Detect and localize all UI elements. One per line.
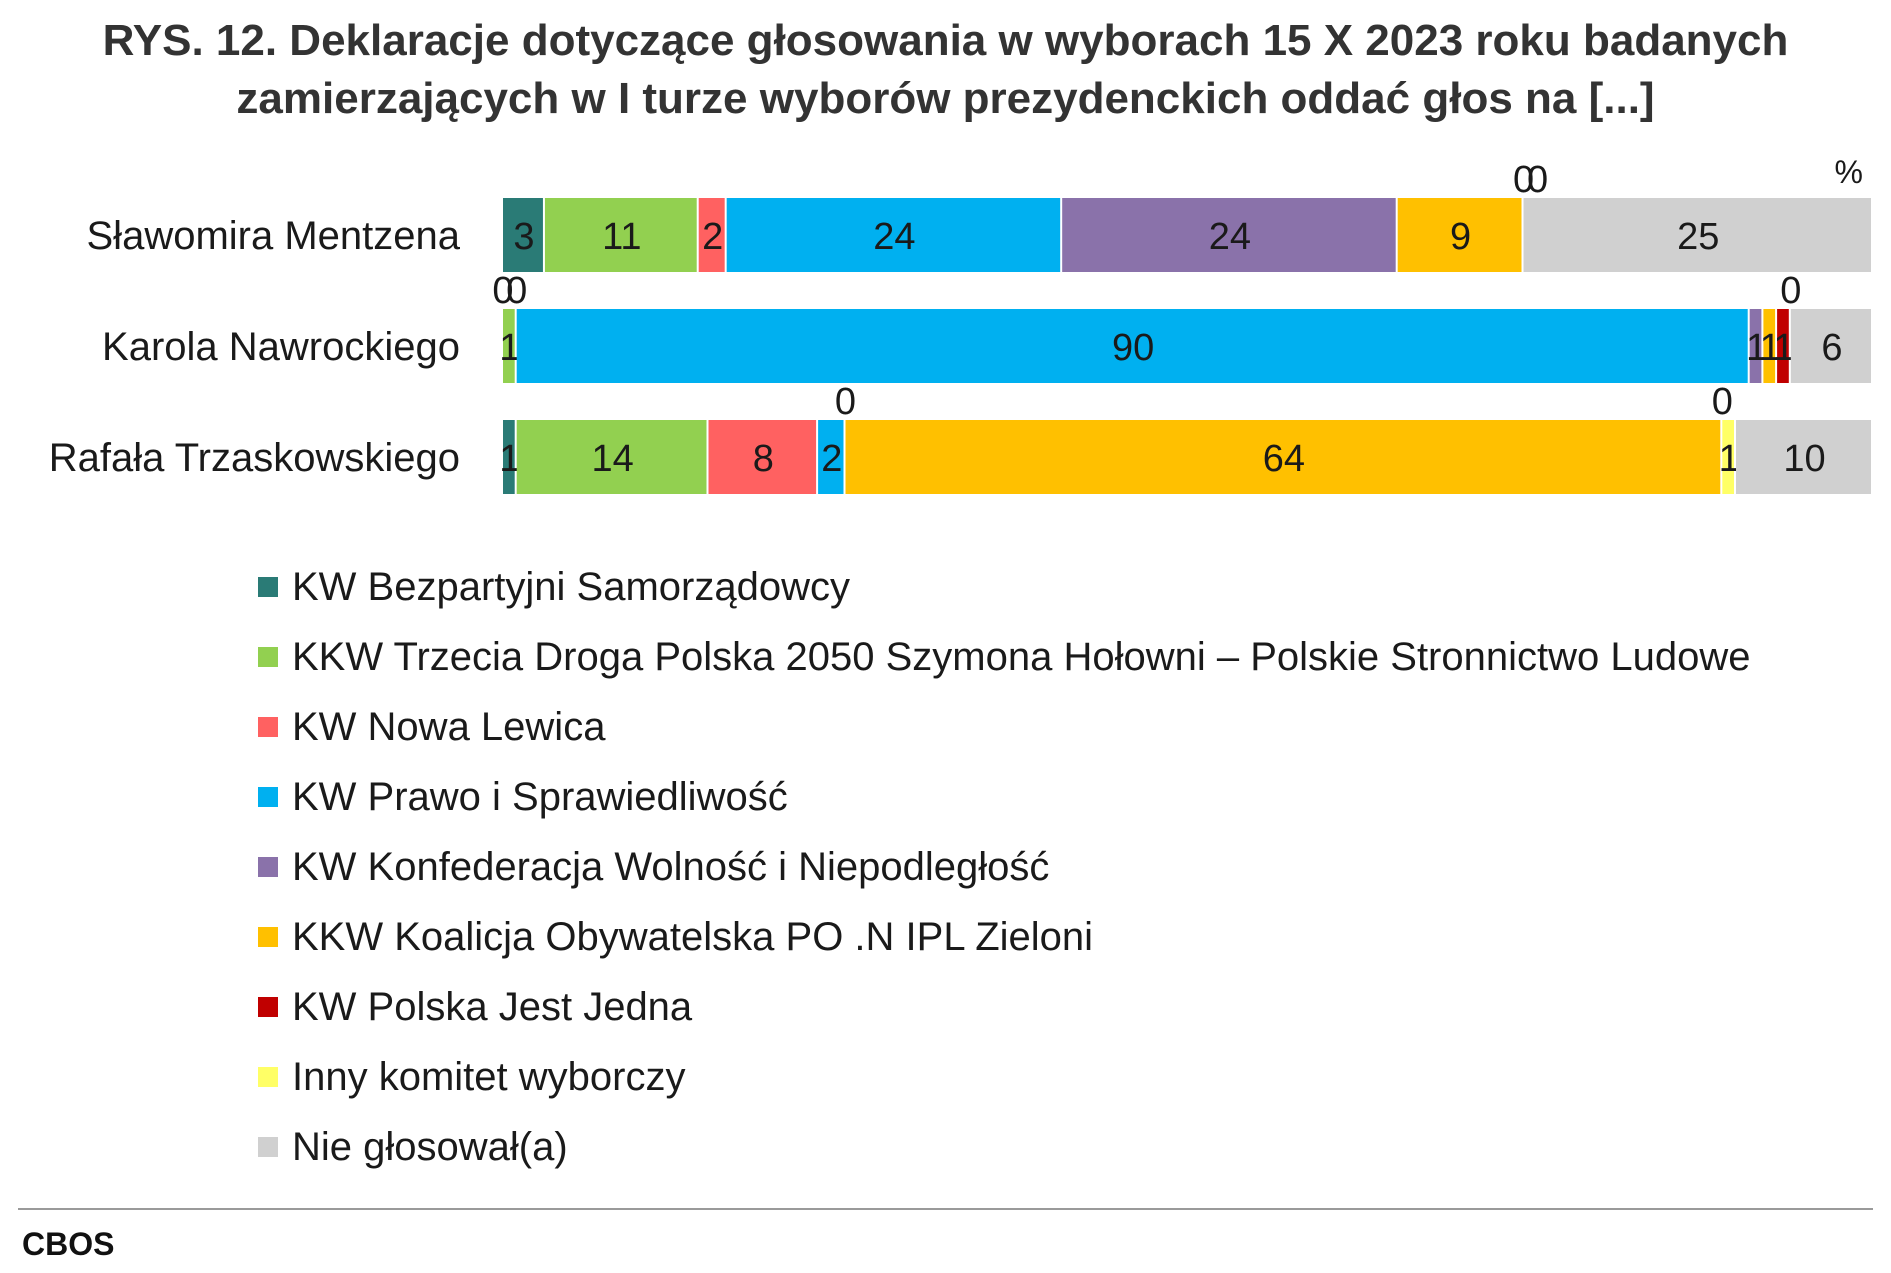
source-label: CBOS: [22, 1226, 115, 1262]
legend-swatch: [258, 997, 278, 1017]
legend-item: KW Konfederacja Wolność i Niepodległość: [258, 832, 1750, 902]
legend-swatch: [258, 857, 278, 877]
data-label: 1: [1719, 438, 1740, 480]
legend-swatch: [258, 577, 278, 597]
data-label: 1: [1760, 327, 1781, 369]
legend-swatch: [258, 1067, 278, 1087]
data-label: 1: [1773, 327, 1794, 369]
chart-legend: KW Bezpartyjni Samorządowcy KKW Trzecia D…: [258, 552, 1750, 1182]
bar-segment: [516, 420, 707, 494]
bar-segment: [503, 309, 515, 383]
data-label: 24: [1209, 216, 1251, 258]
data-label: 64: [1263, 438, 1305, 480]
data-label: 1: [499, 327, 520, 369]
legend-swatch: [258, 927, 278, 947]
legend-item: KW Polska Jest Jedna: [258, 972, 1750, 1042]
data-label: 10: [1783, 438, 1825, 480]
legend-label: KW Bezpartyjni Samorządowcy: [292, 564, 850, 609]
chart-title-line-1: RYS. 12. Deklaracje dotyczące głosowania…: [102, 16, 1789, 65]
legend-item: Nie głosował(a): [258, 1112, 1750, 1182]
data-label: 2: [821, 438, 842, 480]
legend-item: KKW Trzecia Droga Polska 2050 Szymona Ho…: [258, 622, 1750, 692]
bar-segment: [726, 198, 1061, 272]
data-label-zero: 0: [1780, 270, 1801, 312]
data-label: 1: [499, 438, 520, 480]
legend-swatch: [258, 717, 278, 737]
category-label: Karola Nawrockiego: [102, 325, 460, 369]
data-label-zero: 0: [506, 270, 527, 312]
legend-item: KW Prawo i Sprawiedliwość: [258, 762, 1750, 832]
legend-item: KW Bezpartyjni Samorządowcy: [258, 552, 1750, 622]
legend-label: KW Nowa Lewica: [292, 704, 606, 749]
data-label-zero: 0: [835, 381, 856, 423]
bar-segment: [1523, 198, 1871, 272]
legend-item: KW Nowa Lewica: [258, 692, 1750, 762]
chart-title: RYS. 12. Deklaracje dotyczące głosowania…: [0, 12, 1891, 128]
bar-segment: [1397, 198, 1522, 272]
bar-segment: [1062, 198, 1396, 272]
category-label: Rafała Trzaskowskiego: [49, 436, 460, 480]
bar-segment: [503, 420, 515, 494]
legend-label: KKW Koalicja Obywatelska PO .N IPL Zielo…: [292, 914, 1094, 959]
data-label: 14: [591, 438, 633, 480]
bar-segment: [544, 198, 697, 272]
bar-segment: [503, 198, 543, 272]
data-label-zero: 0: [1527, 159, 1548, 201]
data-label: 9: [1450, 216, 1471, 258]
bar-segment: [1736, 420, 1871, 494]
data-label: 24: [873, 216, 915, 258]
bar-segment: [845, 420, 1721, 494]
data-label: 1: [1746, 327, 1767, 369]
data-label-zero: 0: [1513, 159, 1534, 201]
legend-swatch: [258, 787, 278, 807]
category-label: Sławomira Mentzena: [87, 214, 461, 258]
bar-segment: [818, 420, 844, 494]
data-label: 90: [1112, 327, 1154, 369]
legend-label: KW Polska Jest Jedna: [292, 984, 693, 1029]
chart-title-line-2: zamierzających w I turze wyborów prezyde…: [236, 74, 1655, 123]
bar-segment: [1790, 309, 1871, 383]
bar-segment: [1777, 309, 1789, 383]
bar-segment: [698, 198, 725, 272]
data-label: 11: [602, 216, 641, 258]
bar-segment: [516, 309, 1748, 383]
bar-segment: [1722, 420, 1734, 494]
legend-label: KKW Trzecia Droga Polska 2050 Szymona Ho…: [292, 634, 1751, 679]
legend-label: Nie głosował(a): [292, 1124, 568, 1169]
data-label: 2: [702, 216, 723, 258]
data-label: 6: [1821, 327, 1842, 369]
legend-item: Inny komitet wyborczy: [258, 1042, 1750, 1112]
data-label: 8: [753, 438, 774, 480]
data-label: 25: [1677, 216, 1719, 258]
legend-swatch: [258, 1137, 278, 1157]
footer-divider: [18, 1208, 1873, 1210]
legend-label: Inny komitet wyborczy: [292, 1054, 686, 1099]
bar-segment: [1749, 309, 1762, 383]
bar-segment: [708, 420, 817, 494]
unit-label: %: [1835, 154, 1863, 190]
data-label-zero: 0: [492, 270, 513, 312]
data-label-zero: 0: [1712, 381, 1733, 423]
legend-item: KKW Koalicja Obywatelska PO .N IPL Zielo…: [258, 902, 1750, 972]
legend-swatch: [258, 647, 278, 667]
bar-segment: [1763, 309, 1776, 383]
legend-label: KW Konfederacja Wolność i Niepodległość: [292, 844, 1050, 889]
data-label: 3: [513, 216, 534, 258]
legend-label: KW Prawo i Sprawiedliwość: [292, 774, 788, 819]
